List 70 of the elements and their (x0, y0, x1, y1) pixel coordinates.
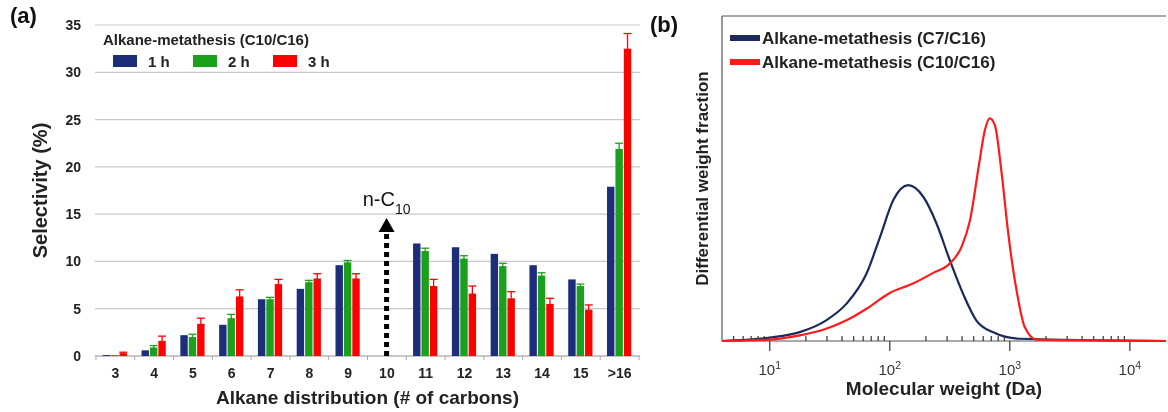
text: (a) (10, 3, 37, 28)
bar (149, 347, 158, 356)
bar (615, 148, 623, 356)
bar (141, 350, 149, 356)
y-axis-title: Selectivity (%) (29, 122, 51, 259)
y-tick-label: 0 (73, 348, 82, 364)
legend-label: 3 h (308, 53, 330, 70)
bar (197, 323, 205, 356)
bar (343, 262, 352, 356)
bar (568, 279, 576, 356)
bar (546, 303, 554, 356)
bar (421, 251, 429, 356)
bar (413, 243, 421, 356)
y-tick-label: 5 (73, 300, 82, 317)
bar (227, 318, 235, 356)
y-tick-label: 15 (65, 206, 82, 223)
bar (490, 253, 499, 356)
x-axis-title: Alkane distribution (# of carbons) (216, 387, 519, 408)
y-tick-label: 10 (65, 253, 82, 270)
x-tick-label: 10$^{1}$ (758, 359, 782, 378)
x-tick-label: 3 (111, 365, 120, 381)
bar (335, 265, 343, 356)
x-tick-label: 4 (150, 365, 159, 381)
x-tick-label: 6 (227, 365, 236, 381)
x-tick-label: 5 (189, 365, 198, 381)
x-tick-label: 11 (418, 365, 434, 381)
text: (b) (650, 12, 679, 37)
x-tick-label: 13 (495, 365, 512, 381)
legend-label: 2 h (228, 53, 250, 70)
annotation: n-C$_{10}$ (362, 188, 411, 217)
y-tick-label: 30 (65, 64, 82, 81)
legend-label: Alkane-metathesis (C10/C16) (762, 53, 996, 72)
bar (352, 278, 360, 356)
y-axis-title: Differential weight fraction (693, 71, 712, 286)
legend-label: 1 h (148, 53, 170, 70)
y-tick-label: 25 (65, 111, 82, 128)
bar (274, 284, 283, 356)
bar (585, 309, 593, 356)
bar (607, 186, 615, 356)
bar (180, 335, 188, 356)
x-tick-label: >16 (607, 365, 632, 381)
bar (305, 282, 313, 356)
bar (257, 299, 266, 356)
bar (537, 275, 546, 356)
y-tick-label: 20 (65, 158, 82, 175)
legend-title: Alkane-metathesis (C10/C16) (103, 31, 309, 48)
x-tick-label: 9 (344, 365, 353, 381)
bar (296, 288, 305, 356)
x-tick-label: 8 (305, 365, 314, 381)
x-tick-label: 7 (266, 365, 275, 381)
x-tick-label: 10 (379, 365, 395, 381)
x-tick-label: 10$^{4}$ (1118, 359, 1142, 378)
x-tick-label: 15 (573, 365, 589, 381)
x-tick-label: 10$^{2}$ (878, 359, 902, 378)
x-tick-label: 10$^{3}$ (998, 359, 1022, 378)
bar (158, 340, 166, 356)
bar (499, 266, 507, 356)
x-tick-label: 14 (534, 365, 551, 381)
bar (266, 299, 274, 356)
bar (460, 258, 468, 356)
bar (313, 278, 321, 356)
legend-label: Alkane-metathesis (C7/C16) (762, 29, 986, 48)
x-tick-label: 12 (456, 365, 473, 381)
x-axis-title: Molecular weight (Da) (845, 378, 1043, 399)
bar (188, 337, 197, 356)
bar (219, 324, 227, 356)
bar (451, 247, 460, 356)
bar (576, 286, 585, 356)
bar (529, 265, 537, 356)
y-tick-label: 35 (65, 17, 82, 33)
